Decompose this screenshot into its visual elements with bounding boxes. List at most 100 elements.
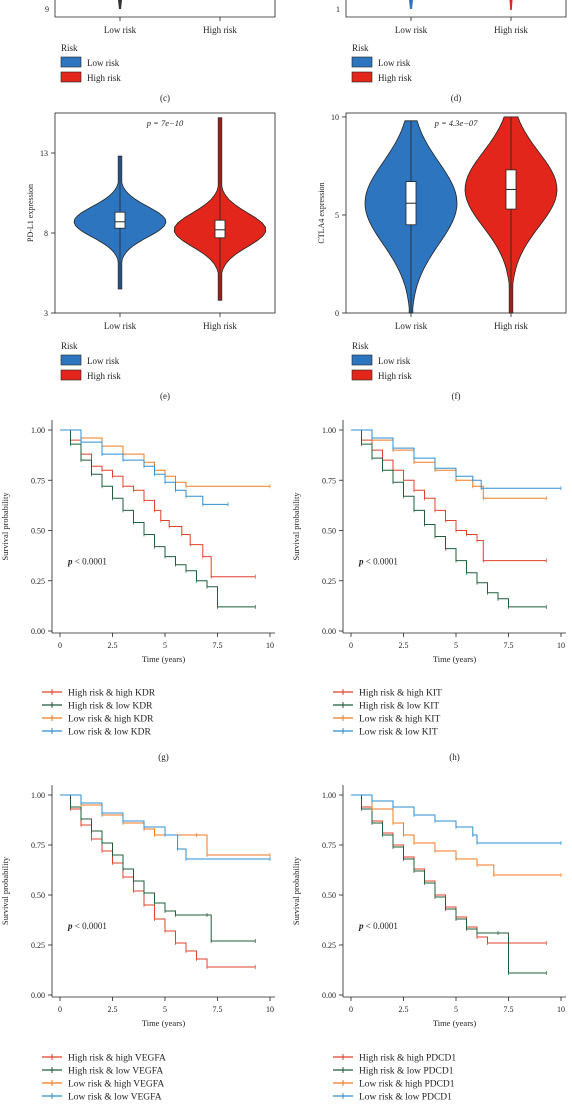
panel-j-ytick-label: 0.50 [322, 891, 336, 900]
panel-e-box [114, 211, 126, 229]
panel-c-legend-swatch [60, 71, 82, 83]
panel-d-legend-label: Low risk [378, 58, 411, 68]
panel-j-xtick-label: 7.5 [504, 1005, 514, 1014]
panel-j-xtick-label: 5 [454, 1005, 458, 1014]
panel-e-ytick-label: 3 [44, 309, 48, 318]
panel-f-category-label: Low risk [395, 321, 428, 331]
panel-i-legend-label: High risk & high VEGFA [68, 1054, 166, 1064]
panel-h-legend-label: High risk & high KIT [359, 689, 442, 699]
panel-g-series-line [60, 429, 256, 608]
panel-i-pvalue-symbol: p [67, 921, 73, 931]
panel-h-xtick-label: 7.5 [504, 641, 514, 650]
panel-h-series-line [351, 429, 561, 489]
panel-c-caption: (c) [160, 93, 170, 103]
panel-e-pvalue: p = 7e−10 [146, 118, 184, 128]
panel-f-caption: (f) [452, 391, 461, 401]
panel-i-pvalue: p < 0.0001 [67, 921, 107, 931]
panel-i-ytick-label: 0.50 [31, 891, 45, 900]
panel-e-ylabel: PD-L1 expression [26, 184, 35, 242]
panel-i-series-line [60, 794, 256, 968]
panel-i-ylabel: Survival probability [0, 856, 10, 925]
panel-c-category-label: Low risk [104, 25, 137, 35]
panel-j-ylabel: Survival probability [291, 856, 301, 925]
panel-d-legend-swatch [351, 71, 373, 83]
panel-g-series-line [60, 429, 270, 487]
panel-i-pvalue-text: < 0.0001 [73, 921, 107, 931]
panel-h-xlabel: Time (years) [433, 654, 477, 664]
panel-g-legend-label: High risk & low KDR [68, 702, 153, 712]
panel-c-violin-tail [118, 0, 122, 9]
panel-i-ytick-label: 0.75 [31, 841, 45, 850]
panel-e-ytick-label: 8 [44, 229, 48, 238]
panel-g-xtick-label: 5 [163, 641, 167, 650]
panel-j-pvalue-symbol: p [358, 921, 364, 931]
panel-j-pvalue-text: < 0.0001 [364, 921, 398, 931]
panel-c-frame [54, 0, 276, 18]
panel-e-category-label: High risk [203, 321, 237, 331]
panel-g-ylabel: Survival probability [0, 492, 10, 561]
panel-h-ytick-label: 0.25 [322, 577, 336, 586]
panel-i-xtick-label: 2.5 [108, 1005, 118, 1014]
panel-e-caption: (e) [160, 391, 170, 401]
panel-i-xtick-label: 5 [163, 1005, 167, 1014]
panel-c-legend-title: Risk [61, 43, 78, 53]
panel-g-legend-label: Low risk & high KDR [68, 715, 154, 725]
panel-h-ytick-label: 0.00 [322, 627, 336, 636]
panel-g-ytick-label: 0.75 [31, 476, 45, 485]
panel-e-legend-label: High risk [87, 371, 121, 381]
panel-d-tick: 1 [336, 5, 340, 14]
panel-h-series-line [351, 429, 547, 608]
panel-e-legend-title: Risk [61, 341, 78, 351]
panel-e-box [214, 219, 226, 239]
panel-g-pvalue-text: < 0.0001 [73, 557, 107, 567]
panel-g-ytick-label: 1.00 [31, 426, 45, 435]
panel-e-legend-swatch [60, 354, 82, 366]
panel-e-frame [54, 112, 276, 314]
panel-g-xtick-label: 2.5 [108, 641, 118, 650]
panel-d-violin-tail [509, 0, 513, 10]
panel-h-legend-label: Low risk & high KIT [359, 715, 440, 725]
panel-f-ylabel: CTLA4 expression [317, 182, 326, 243]
panel-h-ytick-label: 0.50 [322, 527, 336, 536]
panel-g-xtick-label: 0 [58, 641, 62, 650]
panel-e-ytick-label: 13 [40, 149, 48, 158]
panel-g-ytick-label: 0.25 [31, 577, 45, 586]
panel-g-pvalue: p < 0.0001 [67, 557, 107, 567]
panel-i-legend-label: High risk & low VEGFA [68, 1067, 163, 1077]
panel-h-series-line [351, 429, 547, 562]
panel-j-ytick-label: 0.25 [322, 941, 336, 950]
panel-g-xtick-label: 7.5 [213, 641, 223, 650]
panel-g-caption: (g) [158, 752, 169, 762]
panel-h-caption: (h) [449, 752, 460, 762]
panel-h-legend-label: High risk & low KIT [359, 702, 439, 712]
panel-c-legend-label: High risk [87, 73, 121, 83]
panel-j-ytick-label: 1.00 [322, 791, 336, 800]
panel-h-xtick-label: 10 [557, 641, 565, 650]
panel-j-series-line [351, 794, 561, 844]
panel-c-tick: 9 [45, 5, 49, 14]
panel-h-pvalue: p < 0.0001 [358, 557, 398, 567]
panel-c-legend-swatch [60, 56, 82, 68]
panel-j-legend-label: High risk & low PDCD1 [359, 1067, 454, 1077]
panel-i-xtick-label: 10 [266, 1005, 274, 1014]
panel-f-legend-label: High risk [378, 371, 412, 381]
panel-f-frame [345, 112, 567, 314]
panel-d-caption: (d) [451, 93, 462, 103]
panel-h-ytick-label: 0.75 [322, 476, 336, 485]
panel-j-legend-label: Low risk & low PDCD1 [359, 1093, 452, 1103]
panel-f-ytick-label: 5 [335, 211, 339, 220]
panel-j-xtick-label: 10 [557, 1005, 565, 1014]
panel-i-xtick-label: 7.5 [213, 1005, 223, 1014]
panel-d-category-label: Low risk [395, 25, 428, 35]
panel-h-xtick-label: 0 [349, 641, 353, 650]
panel-j-pvalue: p < 0.0001 [358, 921, 398, 931]
panel-d-legend-title: Risk [352, 43, 369, 53]
panel-h-ytick-label: 1.00 [322, 426, 336, 435]
panel-j-ytick-label: 0.75 [322, 841, 336, 850]
panel-f-category-label: High risk [494, 321, 528, 331]
panel-i-xlabel: Time (years) [142, 1018, 186, 1028]
panel-g-xlabel: Time (years) [142, 654, 186, 664]
panel-e-category-label: Low risk [104, 321, 137, 331]
